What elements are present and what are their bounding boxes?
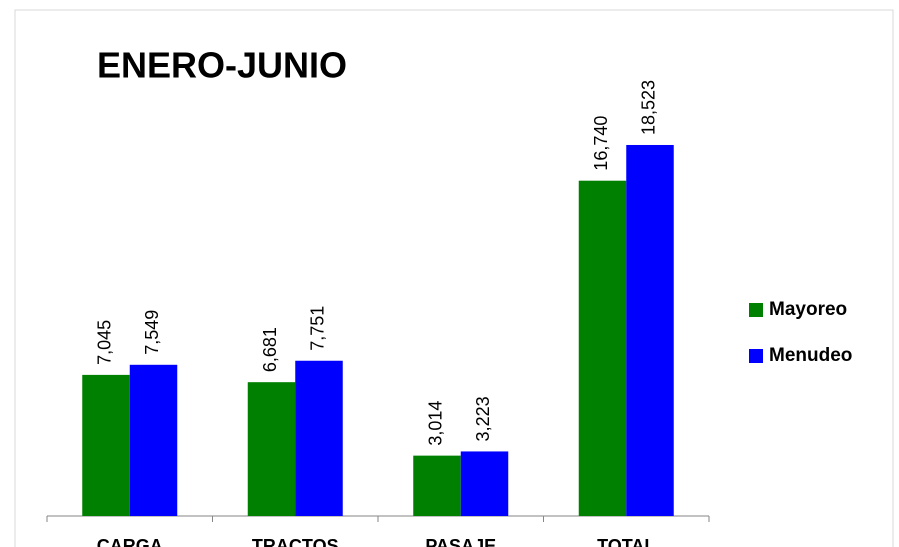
legend-swatch (749, 349, 763, 363)
x-tick-label: PASAJE (425, 536, 496, 547)
value-label: 7,751 (308, 306, 328, 351)
bar (82, 374, 130, 516)
value-label: 6,681 (260, 327, 280, 372)
value-label: 18,523 (639, 80, 659, 135)
legend-label: Menudeo (769, 345, 852, 366)
value-label: 3,223 (473, 396, 493, 441)
chart-title: ENERO-JUNIO (97, 45, 347, 86)
x-tick-label: TOTAL (597, 536, 655, 547)
x-tick-label: TRACTOS (252, 536, 339, 547)
bar (460, 451, 509, 516)
bar (295, 360, 343, 516)
bar (413, 455, 461, 516)
value-label: 7,045 (95, 320, 115, 365)
bar (129, 364, 178, 516)
value-label: 16,740 (591, 116, 611, 171)
x-tick-label: CARGA (97, 536, 163, 547)
legend-swatch (749, 303, 763, 317)
bar (247, 382, 296, 516)
value-label: 3,014 (426, 401, 446, 446)
value-label: 7,549 (142, 310, 162, 355)
bar (626, 144, 674, 516)
legend-label: Mayoreo (769, 299, 847, 320)
bar (578, 180, 627, 516)
